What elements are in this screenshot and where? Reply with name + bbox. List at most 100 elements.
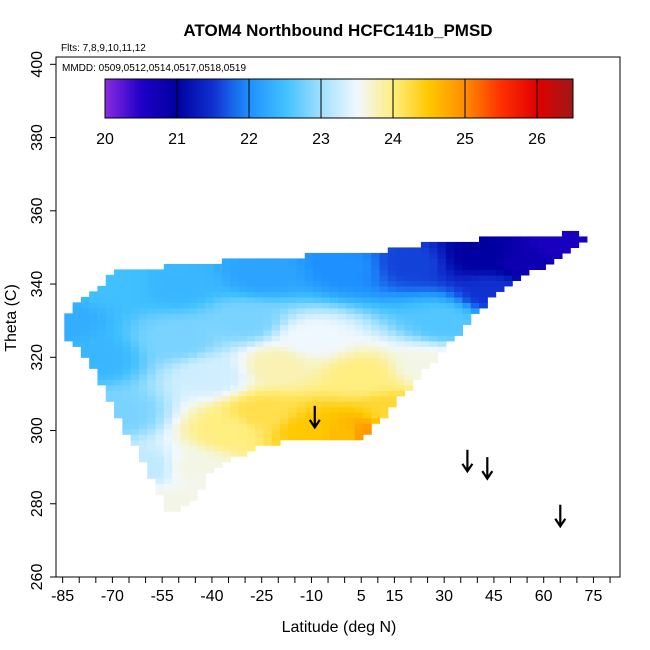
heatmap-cell xyxy=(138,346,148,353)
heatmap-cell xyxy=(180,395,190,402)
heatmap-cell xyxy=(122,302,132,309)
heatmap-cell xyxy=(163,439,173,446)
heatmap-cell xyxy=(371,285,381,292)
heatmap-cell xyxy=(197,340,206,347)
heatmap-cell xyxy=(420,263,430,270)
heatmap-cell xyxy=(114,329,123,336)
heatmap-cell xyxy=(354,406,364,413)
heatmap-cell xyxy=(296,428,306,435)
heatmap-cell xyxy=(172,483,182,490)
heatmap-cell xyxy=(155,450,165,457)
y-tick-label: 300 xyxy=(29,417,46,444)
y-tick-label: 380 xyxy=(29,124,46,151)
heatmap-cell xyxy=(213,368,223,375)
heatmap-cell xyxy=(138,456,148,463)
heatmap-cell xyxy=(213,373,223,380)
heatmap-cell xyxy=(288,412,298,419)
heatmap-cell xyxy=(313,401,323,408)
heatmap-cell xyxy=(404,280,414,287)
heatmap-cell xyxy=(304,291,314,298)
heatmap-cell xyxy=(180,291,190,298)
heatmap-cell xyxy=(221,390,231,397)
heatmap-cell xyxy=(437,335,447,342)
heatmap-cell xyxy=(155,456,165,463)
heatmap-cell xyxy=(163,445,173,452)
heatmap-cell xyxy=(479,236,488,243)
heatmap-cell xyxy=(420,346,430,353)
heatmap-cell xyxy=(429,252,439,260)
heatmap-cell xyxy=(396,362,405,369)
heatmap-cell xyxy=(462,241,472,249)
heatmap-cell xyxy=(404,368,414,375)
heatmap-cell xyxy=(122,280,132,287)
heatmap-cell xyxy=(188,329,198,336)
heatmap-cell xyxy=(404,324,414,331)
heatmap-cell xyxy=(296,390,306,397)
heatmap-cell xyxy=(454,324,464,331)
heatmap-cell xyxy=(255,340,264,347)
heatmap-cell xyxy=(197,269,206,276)
heatmap-cell xyxy=(97,357,107,364)
heatmap-cell xyxy=(387,247,397,254)
heatmap-cell xyxy=(362,379,372,386)
heatmap-cell xyxy=(230,434,240,441)
heatmap-cell xyxy=(130,357,140,364)
heatmap-cell xyxy=(304,406,314,413)
heatmap-cell xyxy=(279,324,289,331)
heatmap-cell xyxy=(163,307,173,314)
heatmap-cell xyxy=(122,390,132,397)
heatmap-cell xyxy=(346,390,356,397)
heatmap-cell xyxy=(114,373,123,380)
heatmap-cell xyxy=(396,263,405,270)
heatmap-cell xyxy=(412,373,422,380)
heatmap-cell xyxy=(362,302,372,309)
heatmap-cell xyxy=(271,362,281,369)
x-tick-label: 30 xyxy=(435,588,453,605)
heatmap-cell xyxy=(296,324,306,331)
arrow-marker xyxy=(308,405,321,430)
heatmap-cell xyxy=(321,302,331,309)
heatmap-cell xyxy=(64,313,74,320)
heatmap-cell xyxy=(255,329,264,336)
heatmap-cell xyxy=(97,362,107,369)
heatmap-cell xyxy=(313,379,323,386)
heatmap-cell xyxy=(114,395,123,402)
heatmap-cell xyxy=(138,313,148,320)
heatmap-cell xyxy=(371,274,381,281)
heatmap-cell xyxy=(429,340,439,347)
heatmap-cell xyxy=(321,274,331,281)
heatmap-cell xyxy=(122,329,132,336)
heatmap-cell xyxy=(271,406,281,413)
heatmap-cell xyxy=(172,461,182,468)
heatmap-cell xyxy=(230,258,240,265)
heatmap-cell xyxy=(205,307,215,314)
heatmap-cell xyxy=(362,357,372,364)
heatmap-cell xyxy=(138,291,148,298)
heatmap-cell xyxy=(238,379,248,386)
heatmap-cell xyxy=(138,362,148,369)
heatmap-cell xyxy=(304,329,314,336)
heatmap-cell xyxy=(338,269,347,276)
heatmap-cell xyxy=(470,291,480,298)
heatmap-cell xyxy=(97,379,107,386)
heatmap-cell xyxy=(288,313,298,320)
heatmap-cell xyxy=(313,390,323,397)
heatmap-cell xyxy=(495,252,505,260)
heatmap-cell xyxy=(271,384,281,391)
heatmap-cell xyxy=(362,296,372,303)
heatmap-cell xyxy=(313,274,323,281)
heatmap-cell xyxy=(288,406,298,413)
heatmap-cell xyxy=(321,296,331,303)
heatmap-cell xyxy=(172,505,182,512)
heatmap-cell xyxy=(205,428,215,435)
heatmap-cell xyxy=(188,313,198,320)
heatmap-cell xyxy=(263,291,273,298)
heatmap-cell xyxy=(404,296,414,303)
heatmap-cell xyxy=(180,346,190,353)
heatmap-cell xyxy=(97,335,107,342)
heatmap-cell xyxy=(255,368,264,375)
heatmap-cell xyxy=(246,412,256,419)
heatmap-cell xyxy=(329,406,339,413)
heatmap-cell xyxy=(114,324,123,331)
heatmap-cell xyxy=(396,340,405,347)
